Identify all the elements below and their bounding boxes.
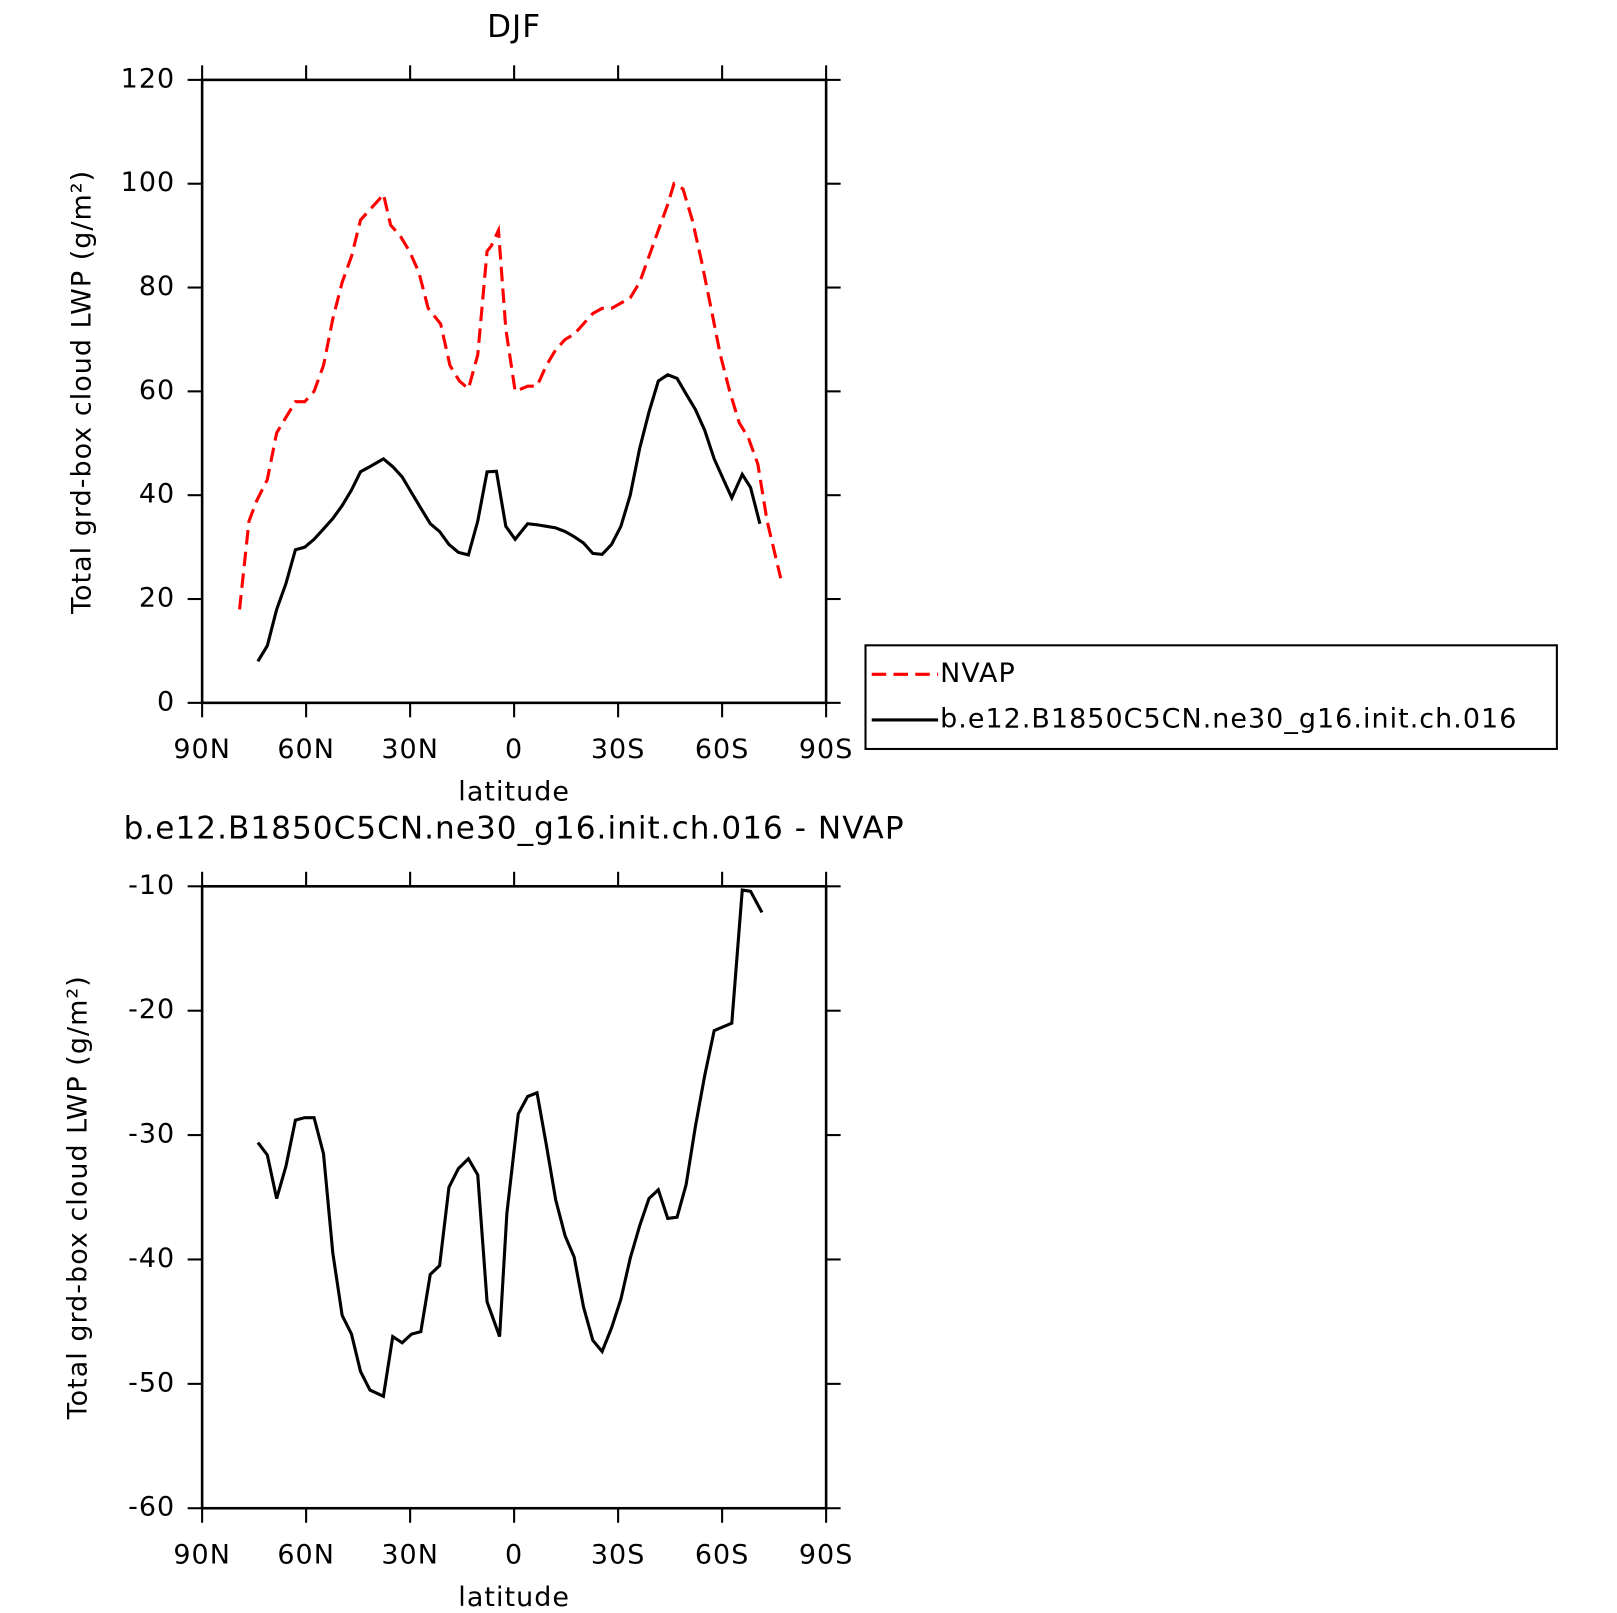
x-tick-label: 30S xyxy=(591,734,646,765)
legend-box xyxy=(864,644,1558,751)
y-tick-label: -10 xyxy=(128,870,175,901)
y-axis-label: Total grd-box cloud LWP (g/m²) xyxy=(66,170,97,615)
y-tick-label: -50 xyxy=(128,1367,175,1398)
y-tick-label: 20 xyxy=(139,583,175,614)
y-tick-label: 60 xyxy=(139,375,175,406)
x-tick-label: 90N xyxy=(173,734,231,765)
y-tick-label: -40 xyxy=(128,1243,175,1274)
x-tick-label: 0 xyxy=(505,1539,523,1570)
x-axis-label: latitude xyxy=(458,1582,570,1613)
data-line xyxy=(237,181,783,610)
x-axis-label: latitude xyxy=(458,777,570,808)
plot-frame xyxy=(200,78,828,705)
legend-label: NVAP xyxy=(940,658,1016,689)
data-line xyxy=(256,888,764,1399)
x-tick-label: 60S xyxy=(695,734,750,765)
legend-label: b.e12.B1850C5CN.ne30_g16.init.ch.016 xyxy=(940,703,1517,734)
data-line xyxy=(256,373,762,663)
chart-title: DJF xyxy=(487,9,541,45)
x-tick-label: 0 xyxy=(505,734,523,765)
y-tick-label: -60 xyxy=(128,1492,175,1523)
x-tick-label: 90N xyxy=(173,1539,231,1570)
y-tick-label: 40 xyxy=(139,479,175,510)
x-tick-label: 30S xyxy=(591,1539,646,1570)
y-tick-label: 0 xyxy=(157,686,175,717)
x-tick-label: 30N xyxy=(381,1539,439,1570)
x-tick-label: 90S xyxy=(799,734,854,765)
y-tick-label: 120 xyxy=(121,63,176,94)
x-tick-label: 30N xyxy=(381,734,439,765)
y-axis-label: Total grd-box cloud LWP (g/m²) xyxy=(62,975,93,1420)
x-tick-label: 60S xyxy=(695,1539,750,1570)
y-tick-label: 100 xyxy=(121,167,176,198)
x-tick-label: 90S xyxy=(799,1539,854,1570)
y-tick-label: -30 xyxy=(128,1119,175,1150)
y-tick-label: -20 xyxy=(128,994,175,1025)
y-tick-label: 80 xyxy=(139,271,175,302)
plot-frame xyxy=(200,885,828,1510)
x-tick-label: 60N xyxy=(277,734,335,765)
chart-title: b.e12.B1850C5CN.ne30_g16.init.ch.016 - N… xyxy=(124,810,905,846)
x-tick-label: 60N xyxy=(277,1539,335,1570)
